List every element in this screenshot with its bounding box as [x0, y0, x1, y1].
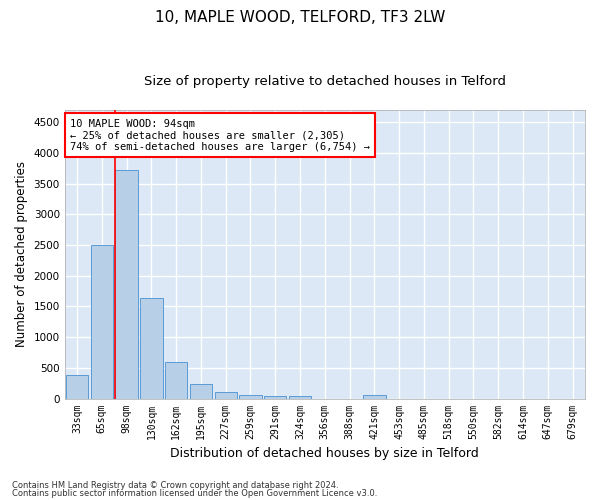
- Bar: [363, 395, 386, 398]
- Bar: [91, 245, 113, 398]
- Bar: [165, 362, 187, 398]
- X-axis label: Distribution of detached houses by size in Telford: Distribution of detached houses by size …: [170, 447, 479, 460]
- Text: 10, MAPLE WOOD, TELFORD, TF3 2LW: 10, MAPLE WOOD, TELFORD, TF3 2LW: [155, 10, 445, 25]
- Bar: [215, 392, 237, 398]
- Bar: [190, 384, 212, 398]
- Bar: [264, 396, 286, 398]
- Bar: [66, 374, 88, 398]
- Bar: [289, 396, 311, 398]
- Text: Contains public sector information licensed under the Open Government Licence v3: Contains public sector information licen…: [12, 489, 377, 498]
- Bar: [239, 395, 262, 398]
- Title: Size of property relative to detached houses in Telford: Size of property relative to detached ho…: [144, 75, 506, 88]
- Text: 10 MAPLE WOOD: 94sqm
← 25% of detached houses are smaller (2,305)
74% of semi-de: 10 MAPLE WOOD: 94sqm ← 25% of detached h…: [70, 118, 370, 152]
- Text: Contains HM Land Registry data © Crown copyright and database right 2024.: Contains HM Land Registry data © Crown c…: [12, 480, 338, 490]
- Bar: [115, 170, 138, 398]
- Bar: [140, 298, 163, 398]
- Y-axis label: Number of detached properties: Number of detached properties: [15, 162, 28, 348]
